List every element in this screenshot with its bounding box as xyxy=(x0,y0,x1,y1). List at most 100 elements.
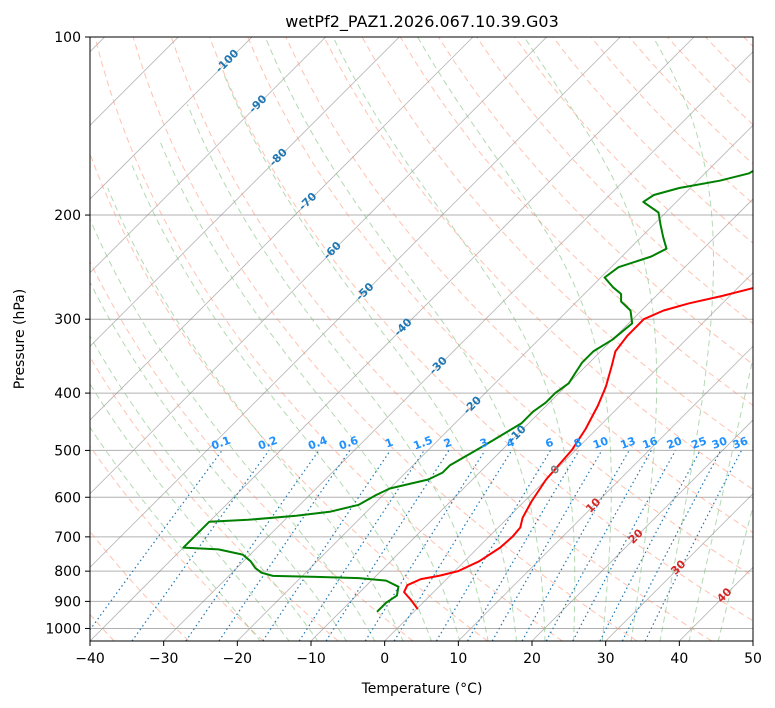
dry-adiabat-line xyxy=(94,37,563,641)
mixing-ratio-line xyxy=(131,450,270,641)
dry-adiabat-line xyxy=(247,37,753,577)
dry-adiabat-line xyxy=(285,37,753,534)
mixing-ratio-label: 0.4 xyxy=(306,434,329,453)
x-tick-label: 30 xyxy=(597,651,615,667)
mixing-ratio-label: 36 xyxy=(731,434,750,452)
axis-ticks: −40 −30 −20 −10 0 10 20 30 40 50 1000 900 800 700 600 5… xyxy=(45,30,762,667)
y-tick-label: 200 xyxy=(54,208,81,224)
x-tick-label: 20 xyxy=(523,651,541,667)
mixing-ratio-label: 0.1 xyxy=(210,434,233,453)
y-tick-label: 500 xyxy=(54,443,81,459)
y-axis-label: Pressure (hPa) xyxy=(12,289,28,389)
mixing-ratio-label: 20 xyxy=(665,434,684,452)
moist-adiabat-line xyxy=(417,37,612,641)
y-tick-label: 700 xyxy=(54,530,81,546)
moist-adiabat-line xyxy=(688,355,753,641)
moist-adiabat-line xyxy=(186,104,489,641)
x-tick-label: 0 xyxy=(380,651,389,667)
moist-adiabat-line xyxy=(131,165,432,641)
moist-adiabat-line xyxy=(222,72,518,641)
moist-adiabat-line xyxy=(90,426,261,641)
x-tick-label: −40 xyxy=(75,651,105,667)
moist-adiabat-line xyxy=(90,335,319,641)
y-tick-label: 800 xyxy=(54,564,81,580)
y-tick-label: 600 xyxy=(54,490,81,506)
mixing-ratio-label: 6 xyxy=(544,436,556,451)
mixing-ratio-line xyxy=(325,450,450,641)
mixing-ratio-label: 0.6 xyxy=(337,434,360,453)
mixing-ratio-line xyxy=(435,450,552,641)
x-tick-label: −10 xyxy=(296,651,326,667)
mixing-ratio-line xyxy=(545,450,652,641)
moist-adiabat-line xyxy=(332,37,576,641)
dry-adiabat-line xyxy=(514,37,753,284)
dewpoint-profile xyxy=(182,169,753,613)
mixing-ratio-line xyxy=(298,450,425,641)
dry-adiabat-line xyxy=(170,37,712,641)
mixing-ratio-label: 2 xyxy=(442,436,454,451)
moist-adiabat-line xyxy=(652,37,714,641)
mixing-ratio-line xyxy=(364,450,486,641)
isotherm-line xyxy=(90,37,621,568)
mixing-ratio-line xyxy=(644,450,743,641)
chart-title: wetPf2_PAZ1.2026.067.10.39.G03 xyxy=(285,12,559,32)
moist-adiabat-line xyxy=(264,37,546,641)
background-lines xyxy=(90,37,753,641)
isotherm-line xyxy=(90,37,400,347)
y-tick-label: 1000 xyxy=(45,621,81,637)
y-tick-label: 100 xyxy=(54,30,81,46)
dry-adiabat-line xyxy=(476,37,753,325)
x-tick-label: 50 xyxy=(744,651,762,667)
dry-adiabat-line xyxy=(209,37,753,622)
mixing-ratio-label: 3 xyxy=(478,436,490,451)
x-axis-label: Temperature (°C) xyxy=(361,681,483,697)
mixing-ratio-line xyxy=(572,450,677,641)
dry-adiabat-line xyxy=(90,260,414,641)
profiles xyxy=(182,169,753,613)
mixing-ratio-line xyxy=(185,450,320,641)
moist-adiabat-line xyxy=(90,281,347,641)
mixing-ratio-label: 10 xyxy=(591,434,610,452)
x-tick-label: 10 xyxy=(449,651,467,667)
mixing-ratio-label: 30 xyxy=(710,434,729,452)
isotherm-line xyxy=(90,37,253,200)
temperature-profile xyxy=(403,287,753,610)
isotherm-line xyxy=(384,272,753,641)
mixing-ratio-line xyxy=(393,450,513,641)
x-tick-label: −20 xyxy=(223,651,253,667)
mixing-ratio-label: 8 xyxy=(572,436,584,451)
isotherm-line xyxy=(90,37,326,274)
mixing-ratio-label: 4 xyxy=(505,436,517,451)
moist-adiabat-line xyxy=(90,217,376,641)
isotherm-line xyxy=(531,419,753,641)
dry-adiabat-line xyxy=(323,37,753,491)
mixing-ratio-label: 0.2 xyxy=(256,434,279,453)
x-tick-label: −30 xyxy=(149,651,179,667)
moist-adiabat-line xyxy=(159,141,461,641)
mixing-ratio-label: 1.5 xyxy=(412,434,435,453)
plot-frame xyxy=(89,36,754,642)
isotherm-line xyxy=(90,37,474,421)
y-tick-label: 400 xyxy=(54,386,81,402)
mixing-ratio-label: 25 xyxy=(690,434,709,451)
moist-adiabat-line xyxy=(523,37,658,641)
isotherm-line xyxy=(605,493,753,641)
mixing-ratio-label: 16 xyxy=(641,434,660,452)
isotherm-line xyxy=(90,37,547,495)
mixing-ratio-label: 1 xyxy=(383,436,395,451)
y-tick-label: 300 xyxy=(54,312,81,328)
isotherm-line xyxy=(458,345,753,641)
isotherm-line xyxy=(163,51,753,641)
moist-adiabat-line xyxy=(717,505,753,641)
isotherm-line xyxy=(237,124,753,641)
y-tick-label: 900 xyxy=(54,594,81,610)
dry-adiabat-line xyxy=(90,445,264,641)
mixing-ratio-line xyxy=(218,450,351,641)
mixing-ratio-label: 13 xyxy=(619,434,638,451)
mixing-ratio-line xyxy=(466,450,580,641)
moist-adiabat-line xyxy=(90,382,290,641)
x-tick-label: 40 xyxy=(670,651,688,667)
